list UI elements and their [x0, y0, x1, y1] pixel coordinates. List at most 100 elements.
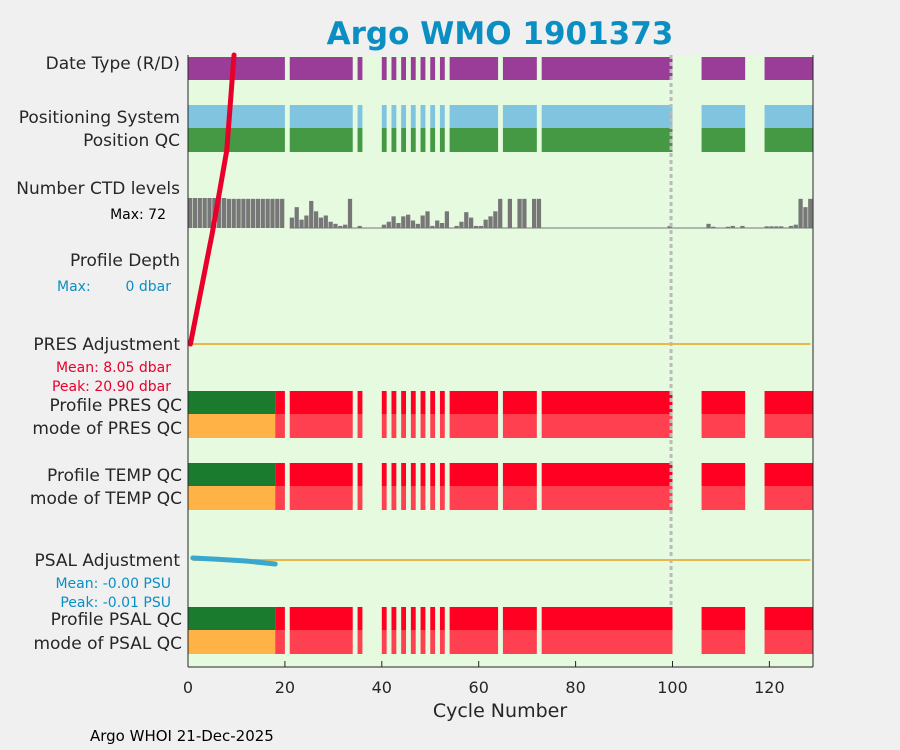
ctd-bar-71	[774, 226, 779, 228]
ctd-bar-47	[444, 211, 450, 228]
pres-mode-qc-1-4	[391, 414, 397, 438]
ctd-bar-38	[401, 216, 406, 228]
ctd-bar-76	[803, 207, 808, 228]
ctd-bar-61	[531, 198, 537, 228]
ctd-bar-27	[323, 215, 328, 228]
psal-profile-qc-1-12	[541, 607, 673, 630]
positioning-bar-4	[391, 105, 397, 128]
ctd-bar-42	[420, 215, 425, 228]
temp-profile-qc-1-11	[502, 463, 537, 486]
positioning-bar-11	[502, 105, 537, 128]
positioning-bar-10	[449, 105, 499, 128]
temp-mode-qc-1-9	[439, 486, 445, 510]
temp-mode-qc-1-12	[541, 486, 673, 510]
positioning-bar-3	[381, 105, 387, 128]
date-type-bar-9	[439, 57, 445, 80]
positioning-bar-13	[701, 105, 746, 128]
pres-mode-qc-1-13	[701, 414, 746, 438]
ctd-bar-57	[498, 198, 503, 228]
positioning-bar-1	[289, 105, 353, 128]
ctd-bar-13	[250, 198, 256, 228]
label-pres-peak: Peak: 20.90 dbar	[52, 379, 171, 395]
psal-profile-qc-1-2	[357, 607, 363, 630]
pres-profile-qc-1-0	[275, 391, 285, 414]
ctd-bar-29	[333, 223, 338, 228]
pres-mode-qc-1-2	[357, 414, 363, 438]
pres-mode-qc-1-0	[275, 414, 285, 438]
ctd-bar-3	[202, 198, 207, 228]
temp-profile-qc-1-8	[430, 463, 436, 486]
psal-profile-qc-1-4	[391, 607, 397, 630]
psal-profile-qc-1-0	[275, 607, 285, 630]
label-positioning-system: Positioning System	[19, 108, 180, 128]
psal-profile-qc-0-0	[188, 607, 276, 630]
psal-mode-qc-1-9	[439, 630, 445, 654]
pres-profile-qc-1-9	[439, 391, 445, 414]
ctd-bar-58	[507, 198, 513, 228]
temp-mode-qc-1-13	[701, 486, 746, 510]
ctd-bar-41	[415, 223, 420, 228]
temp-mode-qc-1-5	[401, 486, 407, 510]
temp-mode-qc-1-0	[275, 486, 285, 510]
pres-profile-qc-1-3	[381, 391, 387, 414]
label-mode-pres-qc: mode of PRES QC	[32, 419, 182, 439]
temp-mode-qc-1-3	[381, 486, 387, 510]
label-ctd-levels: Number CTD levels	[16, 179, 180, 199]
date-type-bar-14	[764, 57, 813, 80]
ctd-bar-40	[410, 220, 416, 228]
ctd-bar-35	[386, 221, 391, 228]
temp-profile-qc-0-0	[188, 463, 276, 486]
pres-mode-qc-1-10	[449, 414, 499, 438]
psal-profile-qc-1-10	[449, 607, 499, 630]
ctd-bar-30	[338, 225, 343, 228]
ctd-bar-55	[488, 216, 493, 228]
pres-adjustment-trace	[187, 52, 237, 347]
psal-mode-qc-1-14	[764, 630, 813, 654]
ctd-bar-75	[798, 198, 803, 228]
ctd-bar-43	[425, 211, 430, 228]
position-qc-bar-9	[439, 128, 445, 152]
ctd-bar-65	[711, 226, 716, 228]
ctd-bar-44	[430, 225, 435, 228]
x-tick-label-2: 40	[372, 678, 392, 697]
plot-area	[188, 55, 813, 667]
positioning-bar-7	[420, 105, 426, 128]
psal-profile-qc-1-6	[410, 607, 416, 630]
ctd-bar-21	[294, 207, 299, 228]
label-pres-mean: Mean: 8.05 dbar	[56, 360, 171, 376]
temp-mode-qc-1-2	[357, 486, 363, 510]
ctd-bar-73	[788, 225, 794, 228]
temp-mode-qc-1-10	[449, 486, 499, 510]
pres-profile-qc-1-5	[401, 391, 407, 414]
psal-mode-qc-1-8	[430, 630, 436, 654]
ctd-bar-64	[706, 223, 711, 228]
date-type-bar-10	[449, 57, 499, 80]
positioning-bar-5	[401, 105, 407, 128]
temp-profile-qc-1-0	[275, 463, 285, 486]
ctd-bar-77	[808, 198, 813, 228]
date-type-bar-0	[188, 57, 285, 80]
psal-mode-qc-1-6	[410, 630, 416, 654]
pres-profile-qc-0-0	[188, 391, 276, 414]
x-tick-label-3: 60	[469, 678, 489, 697]
ctd-bar-33	[357, 225, 362, 228]
label-depth-max-value: 0 dbar	[126, 279, 172, 295]
ctd-bar-0	[188, 198, 193, 228]
pres-profile-qc-1-12	[541, 391, 673, 414]
psal-profile-qc-1-8	[430, 607, 436, 630]
date-type-bar-8	[430, 57, 436, 80]
temp-profile-qc-1-1	[289, 463, 353, 486]
x-tick-label-0: 0	[183, 678, 193, 697]
label-mode-psal-qc: mode of PSAL QC	[33, 634, 182, 654]
temp-mode-qc-1-11	[502, 486, 537, 510]
temp-profile-qc-1-3	[381, 463, 387, 486]
ctd-bar-7	[221, 198, 227, 228]
psal-mode-qc-0-0	[188, 630, 276, 654]
psal-mode-qc-1-11	[502, 630, 537, 654]
pres-profile-qc-1-10	[449, 391, 499, 414]
ctd-bar-62	[536, 198, 542, 228]
temp-profile-qc-1-12	[541, 463, 673, 486]
ctd-bar-72	[779, 226, 784, 228]
psal-profile-qc-1-13	[701, 607, 746, 630]
ctd-bar-15	[260, 198, 265, 228]
